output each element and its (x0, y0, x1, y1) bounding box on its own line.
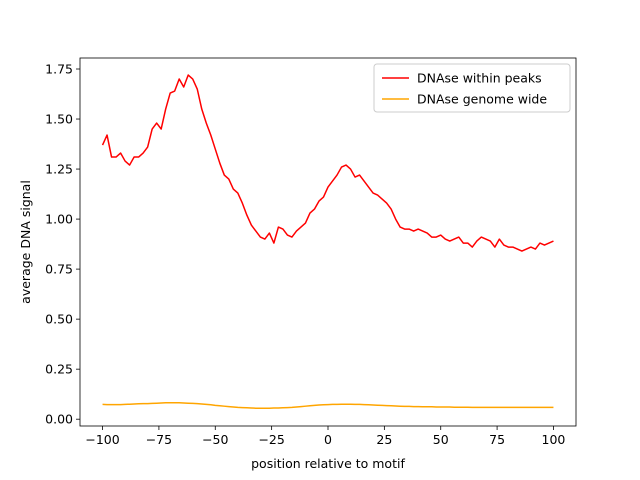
legend-box (373, 63, 571, 113)
y-tick-label: 0.25 (45, 362, 73, 377)
y-tick-label: 1.75 (45, 62, 73, 77)
x-tick-label: 50 (433, 432, 449, 447)
x-tick-label: 25 (376, 432, 392, 447)
line-series (101, 74, 554, 252)
y-tick-label: 0.00 (45, 412, 73, 427)
legend: DNAse within peaks DNAse genome wide (373, 63, 571, 113)
line-series (102, 402, 554, 409)
legend-label: DNAse within peaks (417, 71, 542, 86)
y-tick-label: 1.25 (45, 162, 73, 177)
legend-label: DNAse genome wide (417, 92, 547, 107)
x-tick-label: 75 (489, 432, 505, 447)
y-tick-label: 1.00 (45, 212, 73, 227)
x-tick-label: −100 (85, 432, 119, 447)
x-tick-label: −50 (202, 432, 228, 447)
y-tick-label: 1.50 (45, 112, 73, 127)
y-tick-label: 0.50 (45, 312, 73, 327)
plot-frame (79, 57, 577, 427)
x-tick-label: 0 (324, 432, 332, 447)
x-tick-label: 100 (542, 432, 566, 447)
x-axis-label: position relative to motif (251, 456, 405, 471)
x-tick-label: −25 (258, 432, 284, 447)
y-tick-label: 0.75 (45, 262, 73, 277)
y-axis-label: average DNA signal (18, 180, 33, 304)
x-tick-label: −75 (146, 432, 172, 447)
